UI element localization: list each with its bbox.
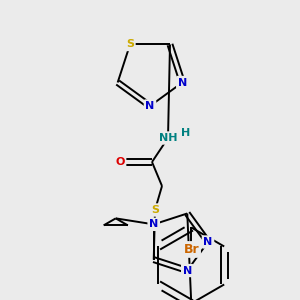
Text: S: S	[126, 40, 134, 50]
Text: N: N	[149, 219, 158, 230]
Text: NH: NH	[159, 133, 177, 143]
Text: Br: Br	[184, 243, 199, 256]
Text: S: S	[151, 205, 159, 215]
Text: O: O	[115, 157, 125, 167]
Text: N: N	[178, 77, 187, 88]
Text: N: N	[203, 237, 213, 247]
Text: N: N	[183, 266, 192, 275]
Text: H: H	[182, 128, 190, 138]
Text: N: N	[146, 101, 154, 111]
